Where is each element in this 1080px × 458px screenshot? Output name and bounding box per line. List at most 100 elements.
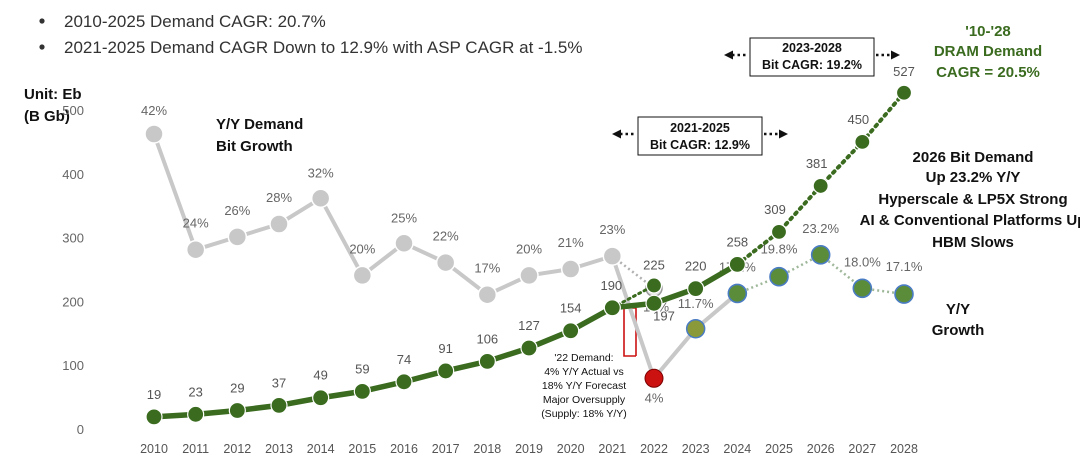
growth-value-label: 17% <box>474 261 500 276</box>
chart-axes: 0 100 200 300 400 500 2010 2011 2012 2013 2014 2015… <box>62 103 918 456</box>
demand-value-label: 19 <box>147 387 161 402</box>
growth-axis-label-line-1: Y/Y <box>946 301 970 318</box>
growth-series-layer: 42% 24% 26% 28% 32% 20% 25% 22% 17% 20% 21% 23% 4% 11… <box>141 103 923 405</box>
growth-point <box>394 233 414 254</box>
x-tick-label: 2017 <box>432 442 460 456</box>
growth-point <box>352 265 373 286</box>
growth-value-label: 18.0% <box>844 254 881 269</box>
demand-value-label: 197 <box>653 308 675 323</box>
x-tick-label: 2025 <box>765 442 793 456</box>
demand-point <box>562 322 580 340</box>
cagr-box-2023-2028-title: 2023-2028 <box>782 41 842 55</box>
demand-point <box>603 299 621 317</box>
growth-point <box>519 265 539 286</box>
demand-value-label: 59 <box>355 361 369 376</box>
demand-point <box>687 280 705 298</box>
demand-point <box>812 177 829 195</box>
growth-value-label: 11.7% <box>678 296 714 311</box>
growth-point <box>685 319 706 339</box>
growth-value-label: 17.1% <box>886 259 923 274</box>
growth-point <box>644 368 664 388</box>
growth-value-label: 26% <box>224 203 250 218</box>
y-tick-label: 400 <box>62 167 84 182</box>
cagr-box-2023-2028-left-arrowhead <box>724 50 733 60</box>
growth-point <box>477 284 498 305</box>
demand-point <box>145 408 163 426</box>
growth-value-label: 23% <box>599 222 625 237</box>
demand-value-label: 29 <box>230 380 244 395</box>
demand-point <box>770 223 788 240</box>
growth-value-label: 22% <box>433 229 459 244</box>
note-2022-line-2: 4% Y/Y Actual vs <box>544 366 624 378</box>
y-tick-label: 500 <box>62 103 84 118</box>
demand-point <box>437 362 455 380</box>
growth-value-label: 21% <box>558 235 584 250</box>
demand-point <box>312 389 330 407</box>
demand-point <box>520 339 538 357</box>
demand-forecast-2022-label: 225 <box>643 257 665 272</box>
growth-value-label: 28% <box>266 190 292 205</box>
bullet-demand-cagr-2010-2025: 2010-2025 Demand CAGR: 20.7% <box>64 12 326 31</box>
growth-value-label: 4% <box>645 390 664 405</box>
growth-point <box>852 278 873 299</box>
growth-value-label: 20% <box>349 241 375 256</box>
x-tick-label: 2014 <box>307 442 335 456</box>
x-tick-label: 2023 <box>682 442 710 456</box>
x-tick-label: 2010 <box>140 442 168 456</box>
cagr-box-2021-2025-title: 2021-2025 <box>670 121 730 135</box>
x-tick-label: 2016 <box>390 442 418 456</box>
cagr-box-2021-2025: 2021-2025 Bit CAGR: 12.9% <box>612 116 788 156</box>
growth-value-label: 42% <box>141 103 167 118</box>
x-tick-label: 2011 <box>182 442 209 456</box>
growth-point <box>769 266 789 287</box>
x-tick-label: 2026 <box>807 442 835 456</box>
growth-value-label: 25% <box>391 210 417 225</box>
demand-point <box>395 373 413 391</box>
demand-value-label: 450 <box>847 112 869 127</box>
growth-point <box>227 227 248 247</box>
demand-value-label: 220 <box>685 259 707 274</box>
demand-value-label: 154 <box>560 301 582 316</box>
demand-value-label: 309 <box>764 202 786 217</box>
demand-point <box>270 396 288 414</box>
demand-forecast-2022-point <box>645 277 663 294</box>
cagr-box-2021-2025-value: Bit CAGR: 12.9% <box>650 138 750 152</box>
unit-label-line-1: Unit: Eb <box>24 86 82 103</box>
demand-point <box>895 84 913 101</box>
demand-value-label: 74 <box>397 352 411 367</box>
demand-value-label: 381 <box>806 156 828 171</box>
x-tick-label: 2020 <box>557 442 585 456</box>
bullet-demand-cagr-2021-2025: 2021-2025 Demand CAGR Down to 12.9% with… <box>64 38 582 57</box>
growth-title-line-1: Y/Y Demand <box>216 116 303 133</box>
x-tick-label: 2013 <box>265 442 293 456</box>
cagr-box-2021-2025-right-arrowhead <box>779 129 788 139</box>
x-tick-label: 2028 <box>890 442 918 456</box>
x-tick-label: 2024 <box>723 442 751 456</box>
growth-point <box>435 252 456 273</box>
growth-point <box>310 188 331 209</box>
growth-line-segment <box>819 253 864 290</box>
note-2022-line-5: (Supply: 18% Y/Y) <box>541 408 627 420</box>
growth-value-label: 19.8% <box>761 242 798 257</box>
growth-point <box>727 283 748 304</box>
growth-point <box>269 214 289 234</box>
x-tick-label: 2015 <box>348 442 376 456</box>
growth-value-label: 32% <box>308 165 334 180</box>
demand-point <box>645 294 663 312</box>
growth-title-line-2: Bit Growth <box>216 138 293 155</box>
demand-point <box>187 405 205 423</box>
y-tick-label: 100 <box>62 358 84 373</box>
growth-line-historical <box>152 133 613 297</box>
demand-point <box>728 255 746 273</box>
outlook-line-4: AI & Conventional Platforms Up <box>860 212 1080 229</box>
growth-point <box>144 124 164 144</box>
x-tick-label: 2019 <box>515 442 543 456</box>
demand-point <box>353 382 371 400</box>
bullet-dot-1 <box>39 18 45 24</box>
x-tick-label: 2012 <box>223 442 251 456</box>
demand-value-label: 258 <box>726 234 748 249</box>
bullet-dot-2 <box>39 44 45 50</box>
dram-cagr-line-1: '10-'28 <box>965 23 1011 40</box>
demand-value-label: 527 <box>893 64 915 79</box>
